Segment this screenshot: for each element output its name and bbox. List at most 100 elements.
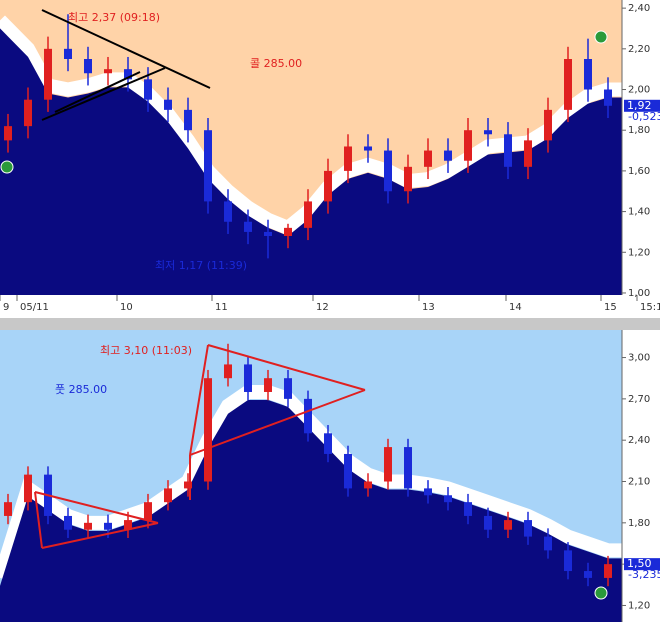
candle-body [364, 481, 372, 489]
y-tick-label: 2,20 [628, 44, 650, 55]
axis-background [622, 0, 660, 295]
candle-body [204, 378, 212, 482]
candle-body [564, 59, 572, 110]
candle-body [544, 109, 552, 141]
candle-body [344, 146, 352, 171]
y-tick-label: 1,00 [628, 288, 650, 299]
candle-body [304, 398, 312, 434]
y-tick-label: 3,00 [628, 353, 650, 364]
candle-body [264, 378, 272, 392]
candle-body [284, 378, 292, 399]
trend-line [189, 389, 366, 456]
axis-background [622, 330, 660, 622]
candle-body [384, 447, 392, 482]
last-price: 1,92 [627, 99, 652, 112]
area [0, 28, 622, 296]
candle-body [584, 59, 592, 90]
y-tick-label: 2,10 [628, 477, 650, 488]
chart-title: 콜 285.00 [250, 57, 302, 70]
candle-body [604, 564, 612, 578]
y-tick-label: 1,40 [628, 207, 650, 218]
x-tick-label: 15 [604, 302, 617, 313]
candle-body [444, 150, 452, 161]
y-tick-label: 1,80 [628, 518, 650, 529]
candle-body [424, 150, 432, 167]
trend-line [41, 522, 159, 549]
y-tick-label: 1,80 [628, 125, 650, 136]
last-price: 1,50 [627, 557, 652, 570]
x-tick-label: 10 [120, 302, 133, 313]
y-tick-label: 2,00 [628, 85, 650, 96]
candle-body [264, 231, 272, 236]
candle-body [24, 99, 32, 127]
candle-body [504, 134, 512, 167]
x-tick-label: 11 [215, 302, 228, 313]
candle-body [84, 59, 92, 74]
candle-body [344, 453, 352, 489]
y-tick-label: 1,20 [628, 247, 650, 258]
last-change: -0,523 [628, 110, 660, 123]
candle-body [524, 520, 532, 537]
area [0, 399, 622, 622]
candle-body [164, 488, 172, 503]
band-highlight [0, 384, 622, 581]
candle-body [224, 201, 232, 222]
candle-body [184, 109, 192, 131]
candle-body [464, 130, 472, 161]
candle-body [64, 48, 72, 59]
candle-body [564, 550, 572, 572]
x-tick-label: 14 [509, 302, 522, 313]
high-annotation: 최고 2,37 (09:18) [68, 11, 160, 24]
candle-body [484, 130, 492, 135]
trend-line [189, 344, 209, 456]
trend-line [41, 9, 211, 89]
candle-body [124, 69, 132, 80]
candle-body [224, 364, 232, 379]
signal-marker [0, 160, 14, 174]
x-tick-label: 9 [3, 302, 9, 313]
candle-body [304, 201, 312, 228]
trend-line [34, 491, 159, 524]
candle-body [4, 502, 12, 516]
candle-body [164, 99, 172, 110]
y-tick-label: 2,40 [628, 3, 650, 14]
candle-body [444, 495, 452, 503]
y-tick-label: 2,40 [628, 435, 650, 446]
signal-marker [594, 586, 608, 600]
y-tick-label: 1,60 [628, 166, 650, 177]
candle-body [544, 536, 552, 551]
candle-body [4, 126, 12, 141]
candle-body [404, 447, 412, 489]
candle-body [584, 571, 592, 578]
low-annotation: 최저 1,17 (11:39) [155, 259, 247, 272]
candle-body [104, 69, 112, 74]
trend-line [34, 491, 43, 549]
candle-body [504, 520, 512, 530]
candle-body [244, 221, 252, 232]
candle-body [64, 515, 72, 530]
x-tick-label: 15:15 [640, 302, 660, 313]
candle-body [104, 522, 112, 530]
trend-line [207, 344, 366, 391]
candle-body [384, 150, 392, 192]
x-tick-label: 13 [422, 302, 435, 313]
candle-body [324, 170, 332, 202]
candle-body [84, 522, 92, 530]
candle-body [524, 140, 532, 167]
high-annotation: 최고 3,10 (11:03) [100, 344, 192, 357]
candle-body [144, 502, 152, 521]
candle-body [284, 227, 292, 236]
candle-body [124, 520, 132, 530]
candle-body [484, 515, 492, 530]
price-box [624, 99, 660, 112]
trend-line [54, 71, 141, 113]
candle-body [324, 433, 332, 454]
candle-body [44, 48, 52, 100]
candle-body [244, 364, 252, 392]
x-tick-label: 05/11 [20, 302, 49, 313]
price-box [624, 558, 660, 571]
signal-marker [594, 30, 608, 44]
y-tick-label: 1,20 [628, 600, 650, 611]
candle-body [364, 146, 372, 151]
